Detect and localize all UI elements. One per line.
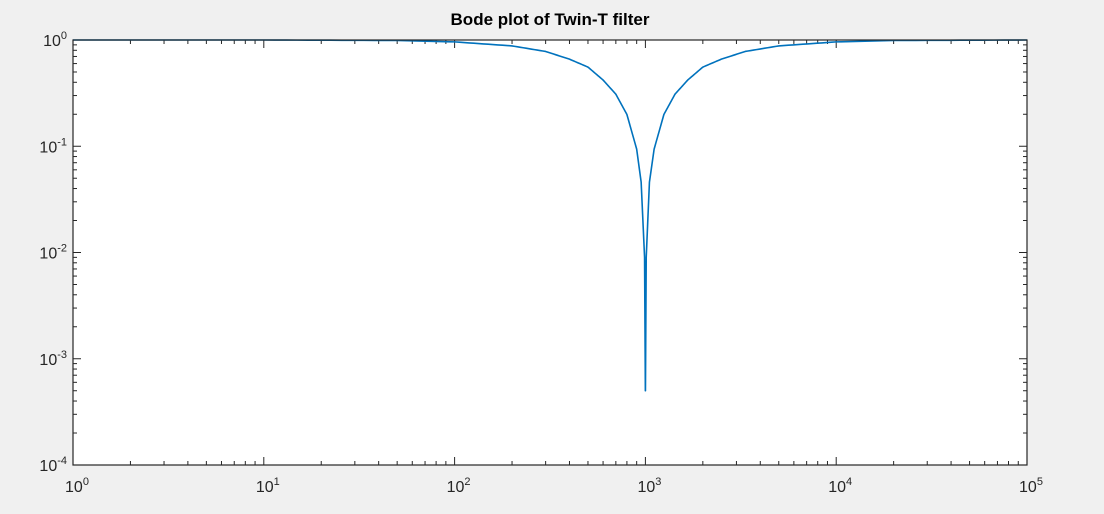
x-tick-label-exponent: 2 [464, 476, 470, 488]
y-tick-label-base: 10 [39, 246, 57, 263]
y-tick-label-exponent: -1 [57, 136, 67, 148]
axes-background [73, 40, 1027, 465]
magnitude-response-line [73, 39, 1028, 392]
x-tick-label-base: 10 [828, 479, 846, 496]
x-tick-label: 103 [637, 476, 661, 496]
axes-box [72, 39, 1028, 466]
y-tick-label-base: 10 [39, 139, 57, 156]
x-tick-label-base: 10 [65, 479, 83, 496]
x-tick-label: 101 [256, 476, 280, 496]
y-tick-label-exponent: -4 [57, 455, 67, 467]
y-tick-label-exponent: 0 [61, 30, 67, 42]
y-tick-label-base: 10 [43, 33, 61, 50]
chart-title: Bode plot of Twin-T filter [451, 10, 650, 29]
y-tick-label-exponent: -2 [57, 243, 67, 255]
x-tick-label-base: 10 [256, 479, 274, 496]
x-tick-labels: 100 101 102 103 104 105 [65, 476, 1043, 496]
y-tick-label: 10-1 [39, 136, 67, 156]
x-tick-label-exponent: 5 [1037, 476, 1043, 488]
x-tick-label-exponent: 4 [846, 476, 852, 488]
y-tick-label-exponent: -3 [57, 349, 67, 361]
x-tick-label: 100 [65, 476, 89, 496]
y-tick-label-base: 10 [39, 352, 57, 369]
y-tick-label: 10-4 [39, 455, 67, 475]
y-tick-label: 10-3 [39, 349, 67, 369]
x-tick-label-exponent: 1 [274, 476, 280, 488]
x-tick-label-base: 10 [1019, 479, 1037, 496]
y-tick-label: 10-2 [39, 243, 67, 263]
x-tick-label-exponent: 3 [655, 476, 661, 488]
minor-ticks [73, 40, 1027, 465]
x-tick-label-exponent: 0 [83, 476, 89, 488]
x-tick-label-base: 10 [447, 479, 465, 496]
y-tick-label-base: 10 [39, 458, 57, 475]
y-tick-label: 100 [43, 30, 67, 50]
x-tick-label: 102 [447, 476, 471, 496]
x-tick-label-base: 10 [637, 479, 655, 496]
x-tick-label: 104 [828, 476, 852, 496]
x-tick-label: 105 [1019, 476, 1043, 496]
